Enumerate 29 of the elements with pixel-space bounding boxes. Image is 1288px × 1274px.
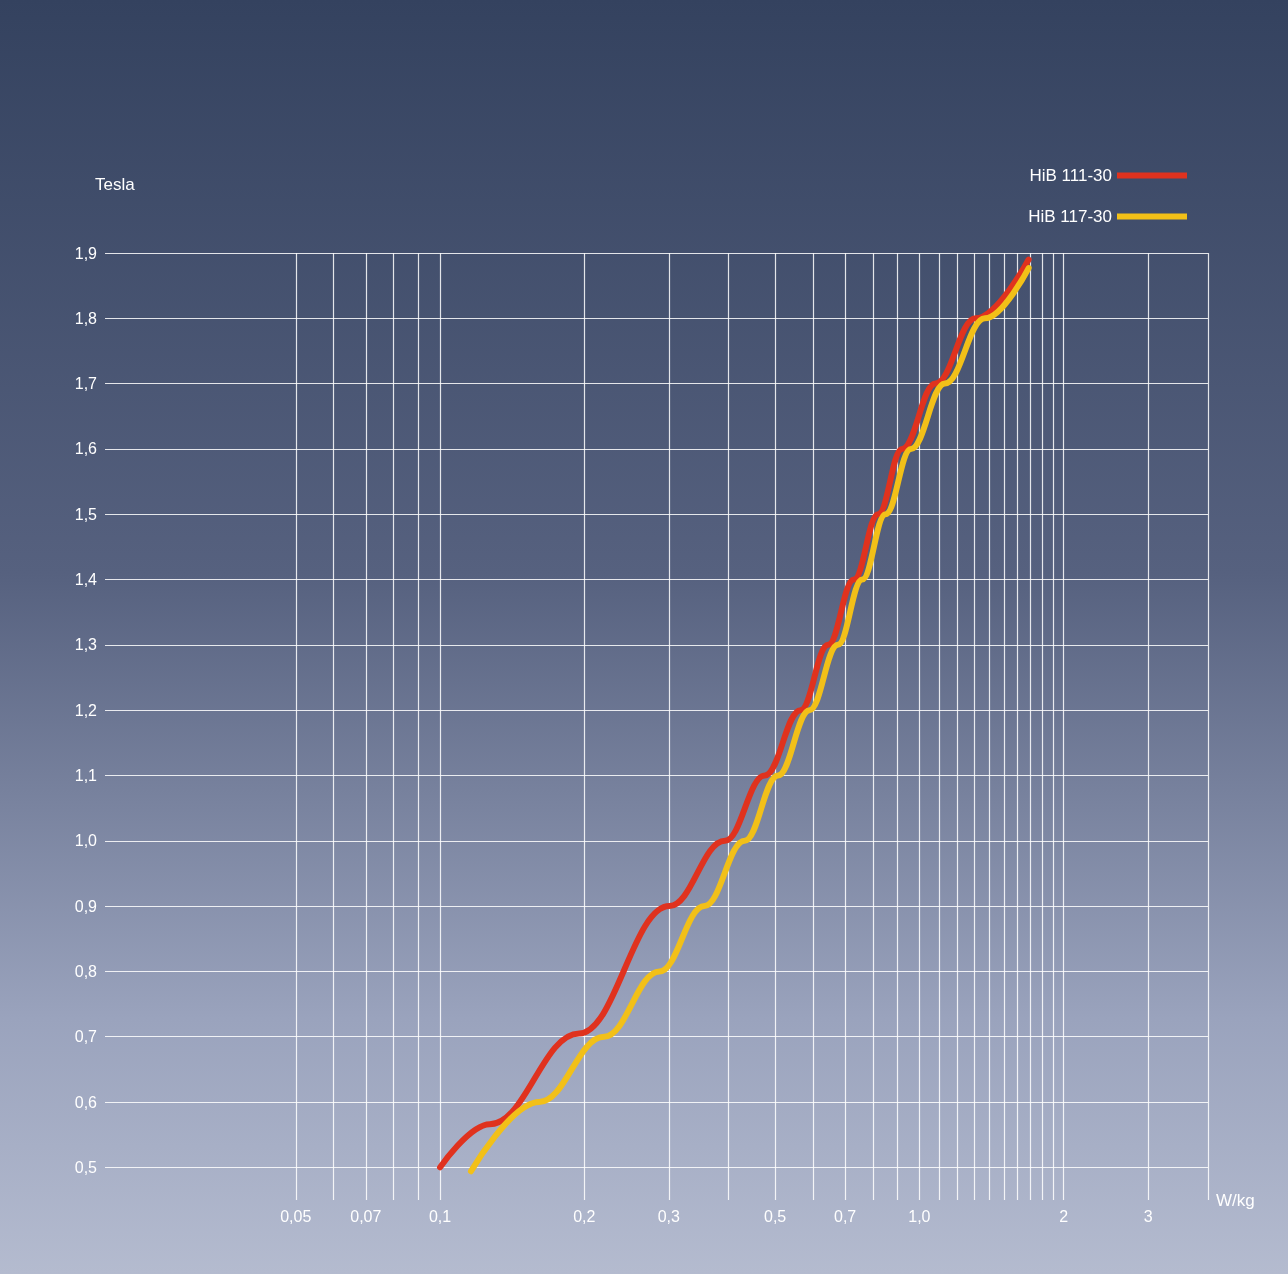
- x-tick-label: 0,5: [763, 1207, 787, 1225]
- x-tick-label: 0,7: [834, 1207, 857, 1225]
- x-tick-label: 3: [1143, 1207, 1153, 1225]
- y-tick-label: 1,5: [74, 505, 98, 523]
- y-tick-label: 0,7: [74, 1028, 98, 1046]
- y-tick-label: 1,8: [74, 309, 98, 327]
- legend-label: HiB 117-30: [1028, 207, 1112, 226]
- x-tick-label: 1,0: [908, 1207, 931, 1225]
- y-axis-title: Tesla: [95, 175, 136, 194]
- x-tick-label: 0,1: [428, 1207, 452, 1225]
- y-tick-label: 1,2: [74, 701, 98, 719]
- y-tick-label: 0,8: [74, 962, 98, 980]
- y-tick-label: 0,5: [74, 1158, 98, 1176]
- legend-label: HiB 111-30: [1029, 166, 1112, 185]
- y-tick-label: 1,6: [74, 440, 98, 458]
- x-tick-label: 0,3: [657, 1207, 680, 1225]
- y-tick-label: 1,9: [74, 244, 98, 262]
- y-tick-label: 1,1: [74, 766, 98, 784]
- y-tick-label: 0,9: [74, 897, 98, 915]
- x-tick-label: 2: [1059, 1207, 1069, 1225]
- y-tick-label: 1,3: [74, 636, 98, 654]
- x-tick-label: 0,05: [280, 1207, 312, 1225]
- x-tick-label: 0,07: [350, 1207, 382, 1225]
- y-tick-label: 1,4: [74, 571, 98, 589]
- y-tick-label: 0,6: [74, 1093, 98, 1111]
- y-tick-label: 1,7: [74, 375, 98, 393]
- x-axis-title: W/kg: [1216, 1190, 1255, 1210]
- x-tick-label: 0,2: [573, 1207, 596, 1225]
- y-tick-label: 1,0: [74, 832, 98, 850]
